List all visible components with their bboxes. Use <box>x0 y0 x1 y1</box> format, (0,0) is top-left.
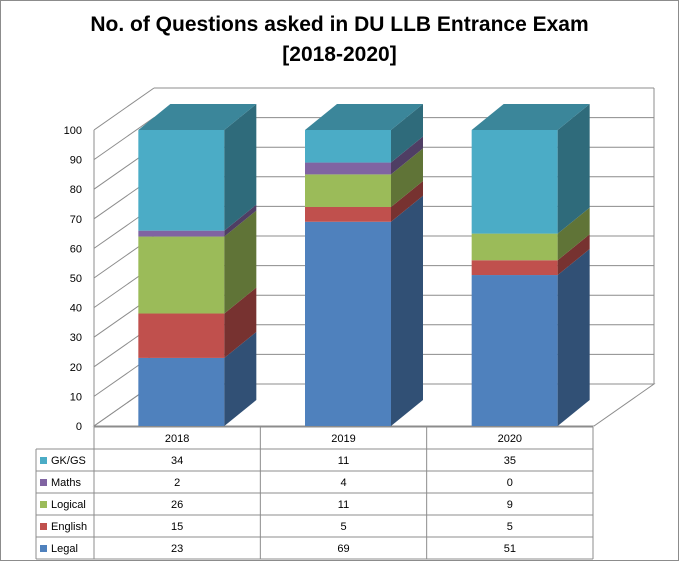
bar-gk-gs-2018 <box>138 130 225 231</box>
bar-logical-2018 <box>138 236 225 314</box>
data-label-gk-gs-2019: 11 <box>338 455 349 467</box>
x-tick-label: 2018 <box>165 433 189 445</box>
bar-english-2020 <box>471 260 558 276</box>
data-label-logical-2019: 11 <box>338 499 349 511</box>
data-label-gk-gs-2020: 35 <box>504 455 516 467</box>
bar-maths-2019 <box>305 162 391 175</box>
bar-maths-2018 <box>138 230 225 237</box>
bar-side-legal-2020 <box>557 249 590 426</box>
legend-key-maths <box>40 479 47 486</box>
bar-english-2018 <box>138 313 225 358</box>
data-label-gk-gs-2018: 34 <box>171 455 183 467</box>
bar-top-2020 <box>471 104 590 130</box>
legend-entry-maths: Maths <box>51 477 81 489</box>
data-label-maths-2018: 2 <box>174 477 180 489</box>
y-tick-label: 100 <box>64 125 82 137</box>
legend-key-gk-gs <box>40 457 47 464</box>
legend-entry-english: English <box>51 521 87 533</box>
bar-legal-2018 <box>138 357 225 426</box>
y-tick-label: 70 <box>70 214 82 226</box>
bar-side-legal-2019 <box>391 195 423 426</box>
bar-side-gk-gs-2019 <box>391 104 423 163</box>
bar-side-maths-2018 <box>224 204 257 237</box>
x-tick-label: 2019 <box>331 433 355 445</box>
bar-side-english-2019 <box>391 180 423 222</box>
bar-top-2018 <box>138 104 257 130</box>
bar-side-gk-gs-2020 <box>557 104 590 234</box>
legend-key-legal <box>40 545 47 552</box>
bar-logical-2019 <box>305 174 391 207</box>
legend-entry-legal: Legal <box>51 543 78 555</box>
y-tick-label: 60 <box>70 243 82 255</box>
data-label-english-2018: 15 <box>171 521 183 533</box>
bar-side-logical-2020 <box>557 207 590 261</box>
chart-title-line-1: No. of Questions asked in DU LLB Entranc… <box>90 13 589 36</box>
data-label-legal-2019: 69 <box>337 543 349 555</box>
bar-stack-2020 <box>471 104 590 426</box>
chart-title: No. of Questions asked in DU LLB Entranc… <box>0 10 679 70</box>
legend-entry-gk-gs: GK/GS <box>51 455 86 467</box>
bar-top-2019 <box>305 104 423 130</box>
data-label-english-2019: 5 <box>340 521 346 533</box>
y-tick-label: 20 <box>70 362 82 374</box>
gridline-side <box>93 117 155 161</box>
bar-logical-2020 <box>471 233 558 261</box>
bar-gk-gs-2019 <box>305 130 391 163</box>
data-label-maths-2020: 0 <box>507 477 513 489</box>
bar-side-gk-gs-2018 <box>224 104 257 231</box>
bar-gk-gs-2020 <box>471 130 558 234</box>
bar-side-maths-2019 <box>391 136 423 175</box>
gridline-side <box>93 87 155 131</box>
data-table: 2018 2019 2020 GK/GS 34 11 35 Maths 2 4 0 Logical 26… <box>35 426 594 560</box>
bar-side-logical-2019 <box>391 148 423 207</box>
data-label-legal-2018: 23 <box>171 543 183 555</box>
data-label-logical-2018: 26 <box>171 499 183 511</box>
legend-key-english <box>40 523 47 530</box>
y-tick-label: 90 <box>70 155 82 167</box>
y-tick-label: 30 <box>70 332 82 344</box>
y-axis: 0 10 20 30 40 50 60 70 80 90 100 <box>64 125 82 433</box>
bar-stack-2018 <box>138 104 257 426</box>
bar-stack-2019 <box>305 104 423 426</box>
data-label-maths-2019: 4 <box>340 477 346 489</box>
bar-side-english-2020 <box>557 234 590 276</box>
bar-legal-2019 <box>305 221 391 426</box>
y-tick-label: 0 <box>76 421 82 433</box>
legend-key-logical <box>40 501 47 508</box>
y-tick-label: 80 <box>70 184 82 196</box>
data-label-english-2020: 5 <box>507 521 513 533</box>
bar-english-2019 <box>305 206 391 222</box>
legend-entry-logical: Logical <box>51 499 86 511</box>
bar-side-legal-2018 <box>224 331 257 426</box>
data-label-legal-2020: 51 <box>504 543 516 555</box>
bar-side-english-2018 <box>224 287 257 358</box>
y-tick-label: 10 <box>70 391 82 403</box>
x-tick-label: 2020 <box>498 433 522 445</box>
data-label-logical-2020: 9 <box>507 499 513 511</box>
y-tick-label: 50 <box>70 273 82 285</box>
chart-title-line-2: [2018-2020] <box>282 43 397 66</box>
bar-side-logical-2018 <box>224 210 257 314</box>
chart-bars <box>138 104 590 426</box>
y-tick-label: 40 <box>70 303 82 315</box>
bar-legal-2020 <box>471 275 558 426</box>
